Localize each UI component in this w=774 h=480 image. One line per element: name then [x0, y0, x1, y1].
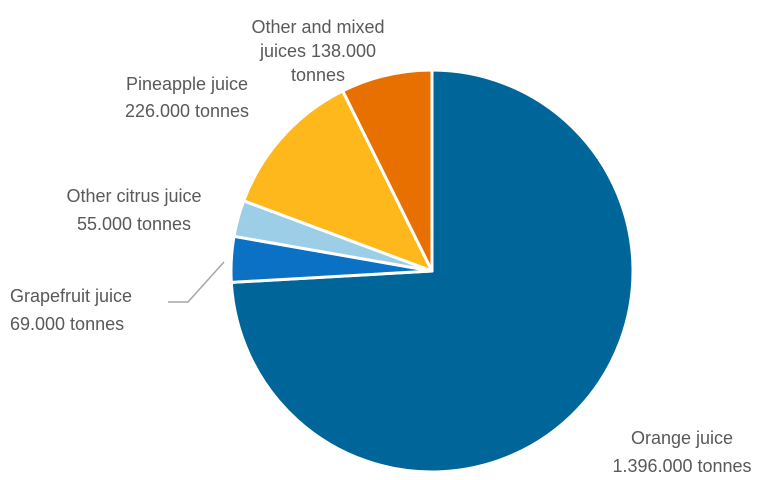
label-line: 226.000 tonnes [125, 101, 249, 121]
leader-lines [168, 261, 225, 303]
pie-slices [229, 68, 635, 474]
label-grapefruit-juice: Grapefruit juice 69.000 tonnes [10, 286, 132, 334]
label-line: Pineapple juice [126, 74, 248, 94]
label-line: 69.000 tonnes [10, 314, 124, 334]
label-line: 55.000 tonnes [77, 214, 191, 234]
leader-line-grapefruit [168, 261, 225, 303]
label-line: juices 138.000 [259, 41, 376, 61]
pie-slice-other-and-mixed-juices [341, 68, 434, 273]
label-line: Orange juice [631, 428, 733, 448]
pie-slice-pineapple-juice [242, 89, 434, 273]
label-other-and-mixed-juices: Other and mixed juices 138.000 tonnes [251, 17, 384, 85]
slice-labels: Other and mixed juices 138.000 tonnes Pinea… [10, 17, 752, 476]
label-line: Other and mixed [251, 17, 384, 37]
label-line: tonnes [291, 65, 345, 85]
label-line: Other citrus juice [66, 186, 201, 206]
label-line: Grapefruit juice [10, 286, 132, 306]
label-other-citrus-juice: Other citrus juice 55.000 tonnes [66, 186, 201, 234]
label-line: 1.396.000 tonnes [612, 456, 751, 475]
label-orange-juice: Orange juice 1.396.000 tonnes [612, 428, 751, 475]
label-pineapple-juice: Pineapple juice 226.000 tonnes [125, 74, 249, 121]
